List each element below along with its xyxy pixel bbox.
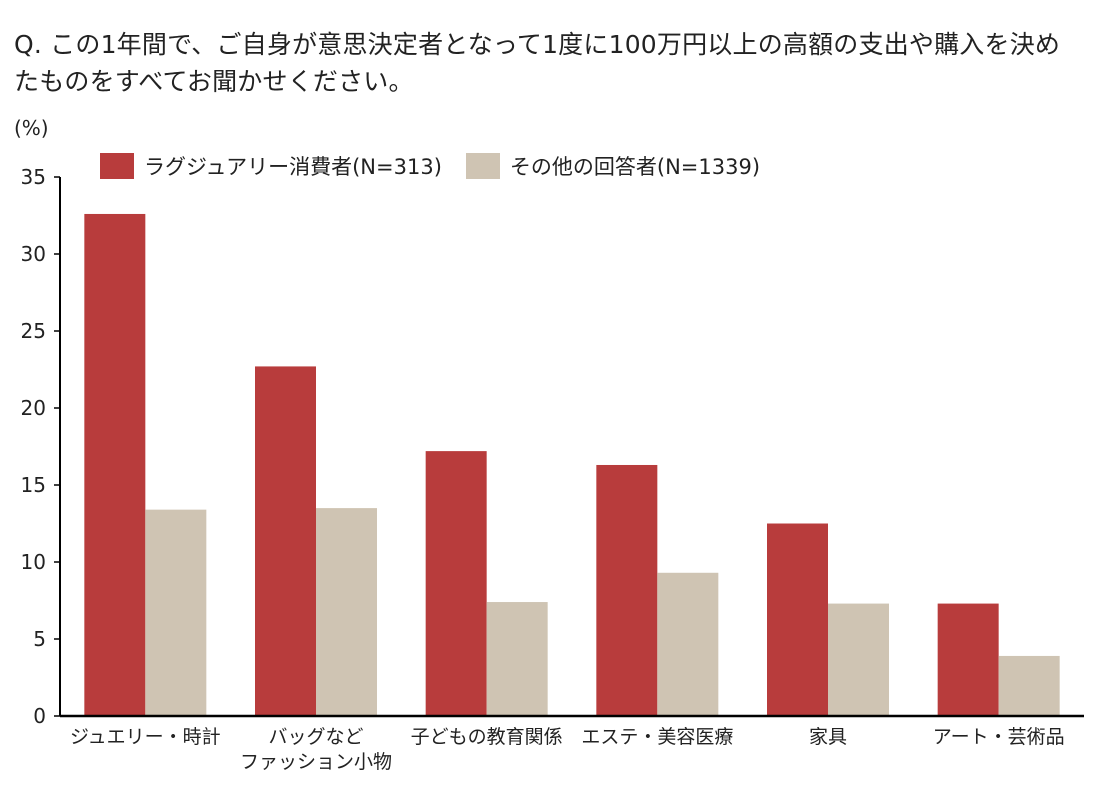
bar-other xyxy=(316,508,377,716)
bar-luxury xyxy=(425,451,487,716)
bar-luxury xyxy=(255,366,316,716)
legend-item-luxury: ラグジュアリー消費者(N=313) xyxy=(100,151,442,181)
y-tick-label: 5 xyxy=(33,627,46,651)
bar-other xyxy=(657,572,719,716)
legend-swatch-other xyxy=(465,153,500,179)
x-category-label: バッグなど xyxy=(268,726,363,748)
y-tick-label: 0 xyxy=(33,704,46,728)
y-tick-label: 15 xyxy=(21,473,46,497)
y-tick-label: 20 xyxy=(21,396,46,420)
bar-luxury xyxy=(937,603,999,716)
legend-item-other: その他の回答者(N=1339) xyxy=(465,151,761,181)
y-axis-unit-label: (%) xyxy=(14,116,49,140)
x-category-label: エステ・美容医療 xyxy=(581,726,733,748)
bar-other xyxy=(828,603,889,716)
bar-other xyxy=(998,655,1060,716)
bar-luxury xyxy=(84,213,146,716)
y-tick-label: 10 xyxy=(21,550,46,574)
legend: ラグジュアリー消費者(N=313) その他の回答者(N=1339) xyxy=(100,151,784,181)
bar-other xyxy=(145,509,207,716)
legend-label-luxury: ラグジュアリー消費者(N=313) xyxy=(144,155,442,179)
y-tick-label: 30 xyxy=(21,242,46,266)
legend-swatch-luxury xyxy=(100,153,134,179)
bar-other xyxy=(486,602,548,716)
x-category-label: アート・芸術品 xyxy=(933,726,1065,748)
y-tick-label: 25 xyxy=(21,319,46,343)
x-category-label: 家具 xyxy=(809,726,847,748)
y-tick-label: 35 xyxy=(21,165,46,189)
x-category-label: 子どもの教育関係 xyxy=(411,726,563,748)
legend-label-other: その他の回答者(N=1339) xyxy=(509,155,761,179)
bar-luxury xyxy=(596,464,658,716)
x-category-label: ファッション小物 xyxy=(240,751,392,773)
bar-luxury xyxy=(767,523,828,716)
question-title: Q. この1年間で、ご自身が意思決定者となって1度に100万円以上の高額の支出や… xyxy=(14,30,1061,96)
x-category-label: ジュエリー・時計 xyxy=(70,726,221,748)
